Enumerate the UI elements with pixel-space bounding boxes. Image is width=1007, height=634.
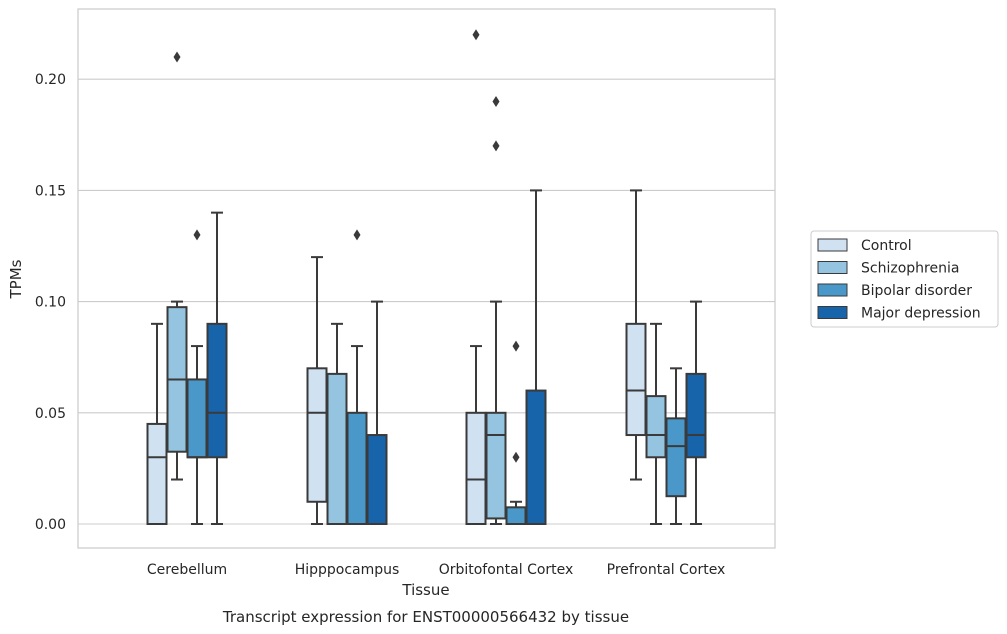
box-control: [625, 189, 647, 481]
y-axis-label: TPMs: [7, 259, 25, 299]
outlier-point: [492, 95, 500, 107]
box-body: [505, 506, 527, 526]
legend-swatch: [817, 283, 848, 297]
x-axis-label: Tissue: [401, 581, 449, 599]
box-body: [346, 411, 368, 525]
y-tick-label: 0.00: [35, 517, 66, 533]
box-major-depression: [525, 189, 547, 525]
box-body: [465, 411, 487, 525]
box-major-depression: [366, 300, 388, 526]
legend-label: Major depression: [861, 306, 981, 322]
box-control: [146, 322, 168, 526]
box-body: [306, 367, 328, 503]
box-major-depression: [685, 300, 707, 525]
legend: Control Schizophrenia Bipolar disorder Majo…: [810, 230, 999, 328]
outlier-point: [492, 140, 500, 152]
y-tick-label: 0.05: [35, 406, 66, 422]
outlier-point: [173, 51, 181, 63]
box-bipolar-disorder: [186, 229, 208, 525]
legend-swatch: [817, 306, 848, 319]
box-schizophrenia: [485, 95, 507, 525]
box-body: [665, 417, 687, 498]
box-bipolar-disorder: [346, 229, 368, 525]
legend-label: Control: [861, 238, 912, 254]
x-tick-label: Cerebellum: [147, 562, 227, 578]
box-control: [306, 256, 328, 525]
legend-swatch: [817, 261, 848, 274]
y-tick-label: 0.15: [35, 183, 66, 199]
y-tick-label: 0.10: [35, 295, 66, 311]
boxplot-groups: [146, 29, 707, 526]
box-body: [625, 322, 647, 437]
box-body: [685, 372, 707, 459]
outlier-point: [193, 229, 201, 241]
outlier-point: [512, 340, 520, 352]
box-body: [525, 389, 547, 525]
box-body: [485, 411, 507, 520]
box-body: [645, 395, 667, 459]
box-body: [326, 372, 348, 525]
legend-frame: [810, 230, 999, 328]
box-body: [366, 434, 388, 526]
legend-swatch: [817, 238, 848, 252]
y-axis-ticks: 0.00 0.05 0.10 0.15 0.20: [35, 72, 66, 533]
box-bipolar-disorder: [505, 340, 527, 526]
plot-frame: [77, 8, 776, 549]
box-body: [206, 322, 228, 459]
legend-label: Bipolar disorder: [861, 283, 972, 299]
box-body: [146, 422, 168, 526]
legend-label: Schizophrenia: [861, 261, 959, 277]
y-tick-label: 0.20: [35, 72, 66, 88]
outlier-point: [512, 451, 520, 463]
box-major-depression: [206, 211, 228, 525]
box-schizophrenia: [326, 322, 348, 525]
x-axis-ticks: Cerebellum Hipppocampus Orbitofontal Corte…: [147, 562, 725, 578]
x-tick-label: Prefrontal Cortex: [607, 562, 726, 578]
x-tick-label: Orbitofontal Cortex: [439, 562, 574, 578]
outlier-point: [472, 29, 480, 41]
outlier-point: [353, 229, 361, 241]
box-body: [186, 378, 208, 459]
x-tick-label: Hipppocampus: [295, 562, 400, 578]
chart-caption: Transcript expression for ENST0000056643…: [222, 608, 629, 626]
box-bipolar-disorder: [665, 367, 687, 525]
